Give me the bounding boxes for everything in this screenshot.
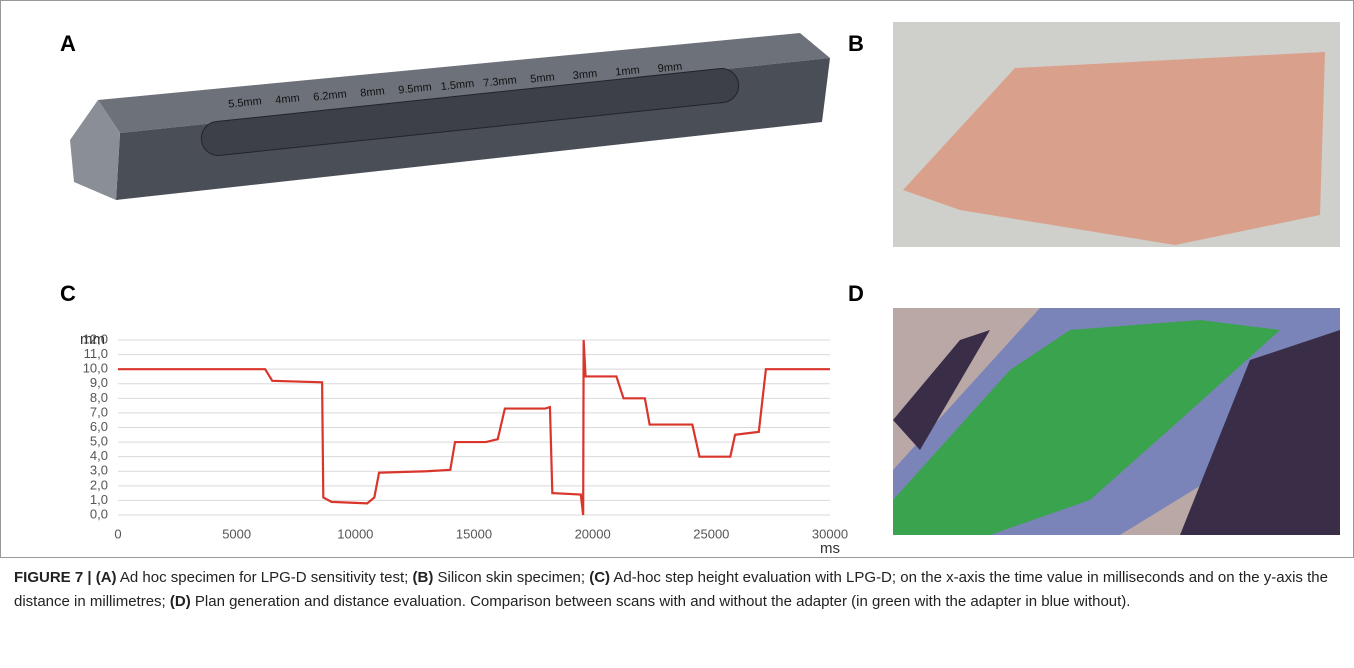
- panel-label: A: [60, 31, 76, 56]
- x-tick-label: 5000: [222, 526, 251, 541]
- y-tick-label: 11,0: [84, 346, 108, 361]
- panel-label: B: [848, 31, 864, 56]
- caption-run: (B): [413, 569, 434, 586]
- y-tick-label: 7,0: [90, 404, 108, 419]
- dimension-label: 4mm: [275, 92, 301, 106]
- y-tick-label: 10,0: [83, 361, 108, 376]
- skin-photo: [893, 22, 1340, 247]
- caption-run: (D): [170, 593, 191, 610]
- caption-run: (C): [589, 569, 610, 586]
- dimension-label: 5mm: [530, 71, 556, 85]
- x-axis-label: ms: [820, 540, 840, 557]
- scan-image: [893, 308, 1340, 535]
- caption-run: Plan generation and distance evaluation.…: [191, 593, 1131, 610]
- y-tick-label: 2,0: [90, 477, 108, 492]
- x-tick-label: 15000: [456, 526, 492, 541]
- caption-run: Silicon skin specimen;: [433, 569, 589, 586]
- x-tick-label: 10000: [337, 526, 373, 541]
- y-tick-label: 6,0: [90, 419, 108, 434]
- x-tick-label: 25000: [693, 526, 729, 541]
- y-tick-label: 1,0: [90, 492, 108, 507]
- y-tick-label: 0,0: [90, 506, 108, 521]
- x-tick-label: 0: [114, 526, 121, 541]
- caption-run: Ad hoc specimen for LPG-D sensitivity te…: [117, 569, 413, 586]
- caption-run: FIGURE 7 | (A): [14, 569, 117, 586]
- y-axis-label: mm: [80, 331, 105, 348]
- x-tick-label: 20000: [575, 526, 611, 541]
- panel-label: C: [60, 281, 76, 306]
- dimension-label: 1mm: [615, 64, 641, 78]
- y-tick-label: 9,0: [90, 375, 108, 390]
- caption: FIGURE 7 | (A) Ad hoc specimen for LPG-D…: [14, 566, 1334, 614]
- y-tick-label: 5,0: [90, 434, 108, 449]
- page: ABCD5.5mm4mm6.2mm8mm9.5mm1.5mm7.3mm5mm3m…: [0, 0, 1354, 668]
- dimension-label: 9mm: [657, 61, 683, 75]
- dimension-label: 8mm: [360, 85, 386, 99]
- y-tick-label: 8,0: [90, 390, 108, 405]
- y-tick-label: 4,0: [90, 448, 108, 463]
- dimension-label: 3mm: [572, 68, 598, 82]
- specimen-drawing: [70, 33, 830, 200]
- panel-label: D: [848, 281, 864, 306]
- y-tick-label: 3,0: [90, 463, 108, 478]
